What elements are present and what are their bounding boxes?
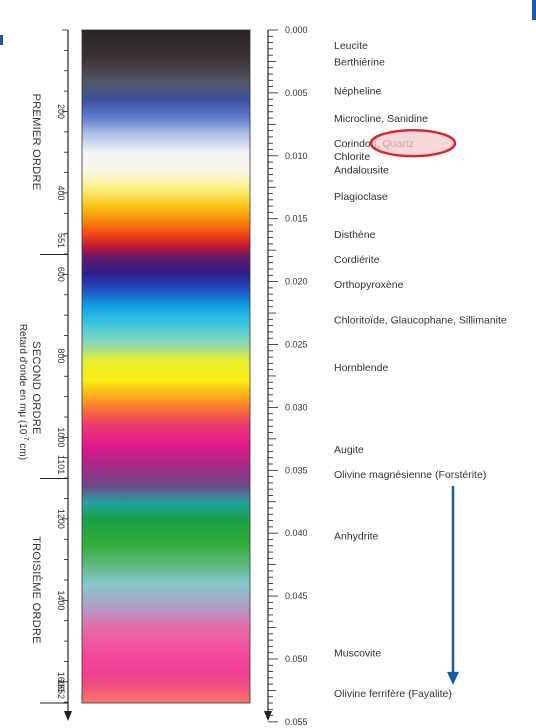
left-axis-title-exponent: -7	[22, 434, 29, 440]
right-axis-arrowhead	[264, 711, 272, 721]
right-tick-label: 0.000	[285, 25, 308, 35]
right-tick-label: 0.005	[285, 88, 308, 98]
left-axis: 200 400 600 800 1000 1200 1400 1600 551 1101 1652…	[17, 29, 72, 721]
left-tick-label: 1000	[56, 427, 66, 447]
mineral-label: Berthiérine	[334, 56, 385, 68]
right-tick-label: 0.055	[285, 717, 308, 727]
mineral-label: Microcline, Sanidine	[334, 113, 428, 125]
corner-mark-left	[0, 35, 3, 45]
right-tick-label: 0.025	[285, 339, 308, 349]
order-boundary-label: 1652	[56, 679, 66, 699]
highlight-circle	[369, 129, 457, 158]
mineral-label: Hornblende	[334, 362, 388, 374]
left-tick-label: 600	[56, 267, 66, 282]
right-tick-label: 0.040	[285, 528, 308, 538]
mineral-label: Olivine magnésienne (Forstérite)	[334, 469, 486, 481]
right-tick-label: 0.035	[285, 465, 308, 475]
mineral-label: Augite	[334, 444, 364, 456]
order-boundary-label: 1101	[56, 455, 66, 474]
left-tick-label: 1600	[56, 672, 66, 692]
mineral-label: Cordiérite	[334, 254, 380, 266]
right-axis: 0.000 0.005 0.010 0.015 0.020 0.025 0.030 0.035…	[264, 25, 308, 727]
order-label-troisieme: TROISIÈME ORDRE	[30, 536, 43, 644]
mineral-label: Népheline	[334, 85, 381, 97]
mineral-label: Chloritoïde, Glaucophane, Sillimanite	[334, 314, 507, 326]
right-tick-label: 0.045	[285, 591, 308, 601]
right-tick-label: 0.050	[285, 654, 308, 664]
trend-arrow-head	[447, 671, 459, 685]
left-tick-label: 1400	[56, 590, 66, 610]
order-label-second: SECOND ORDRE	[30, 341, 42, 434]
order-boundary-label: 551	[56, 233, 66, 248]
right-tick-label: 0.015	[285, 214, 308, 224]
interference-color-bar	[81, 29, 251, 704]
mineral-label: Anhydrite	[334, 531, 379, 543]
trend-arrow	[447, 486, 459, 685]
left-tick-label: 1200	[56, 509, 66, 529]
mineral-label: Chlorite	[334, 151, 370, 163]
mineral-label: Disthène	[334, 229, 376, 241]
color-scale	[81, 29, 251, 704]
mineral-label: Andalousite	[334, 165, 389, 177]
left-tick-label: 400	[56, 185, 66, 200]
left-tick-label: 200	[56, 104, 66, 119]
left-axis-title-part2: cm)	[17, 441, 28, 460]
order-label-premier: PREMIER ORDRE	[30, 94, 42, 191]
right-tick-label: 0.010	[285, 151, 308, 161]
mineral-label: Leucite	[334, 40, 368, 52]
mineral-label: Orthopyroxène	[334, 279, 404, 291]
mineral-labels: Leucite Berthiérine Népheline Microcline, S…	[334, 40, 507, 700]
left-tick-label: 800	[56, 348, 66, 363]
corner-mark-right	[532, 0, 536, 20]
left-axis-title-part1: Retard d'onde en mμ (10	[17, 324, 28, 435]
mineral-label: Plagioclase	[334, 191, 388, 203]
mineral-label: Muscovite	[334, 648, 381, 660]
mineral-label: Olivine ferrifère (Fayalite)	[334, 688, 452, 700]
right-tick-label: 0.020	[285, 277, 308, 287]
left-axis-arrowhead	[64, 711, 72, 721]
left-axis-title: Retard d'onde en mμ (10-7 cm)	[17, 324, 29, 460]
right-tick-label: 0.030	[285, 402, 308, 412]
